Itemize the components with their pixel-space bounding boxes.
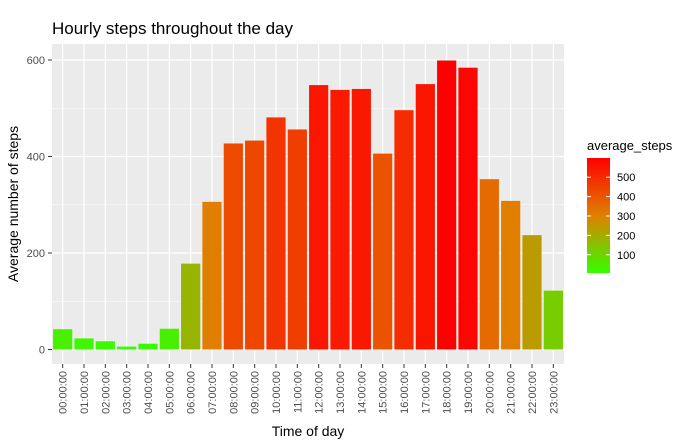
- bar: [458, 67, 478, 350]
- legend-tick-label: 200: [617, 230, 635, 242]
- x-tick-label: 21:00:00: [506, 371, 518, 414]
- x-tick-label: 06:00:00: [186, 371, 198, 414]
- legend: average_steps 100 200 300 400 500: [587, 138, 673, 273]
- x-tick-label: 04:00:00: [143, 371, 155, 414]
- bars: [53, 60, 563, 350]
- x-tick-label: 19:00:00: [463, 371, 475, 414]
- bar: [53, 329, 73, 350]
- grid-minor: [52, 107, 564, 302]
- legend-colorbar: [587, 158, 610, 273]
- bar: [394, 110, 414, 350]
- y-axis-title: Average number of steps: [5, 126, 21, 282]
- bar: [373, 153, 393, 350]
- x-tick-label: 22:00:00: [527, 371, 539, 414]
- bar: [437, 60, 457, 350]
- y-tick-label: 400: [27, 152, 45, 164]
- x-tick-label: 01:00:00: [79, 371, 91, 414]
- bar: [223, 143, 243, 350]
- x-tick-label: 17:00:00: [420, 371, 432, 414]
- y-tick-label: 600: [27, 55, 45, 67]
- bar: [309, 85, 329, 350]
- bar: [74, 338, 94, 350]
- x-tick-label: 16:00:00: [399, 371, 411, 414]
- legend-ticks: 100 200 300 400 500: [587, 172, 635, 262]
- bar: [181, 263, 201, 350]
- x-tick-label: 18:00:00: [442, 371, 454, 414]
- x-tick-label: 20:00:00: [484, 371, 496, 414]
- x-tick-label: 07:00:00: [207, 371, 219, 414]
- x-tick-label: 08:00:00: [228, 371, 240, 414]
- bar: [245, 140, 265, 350]
- bar: [117, 346, 137, 350]
- legend-tick-label: 300: [617, 211, 635, 223]
- x-tick-label: 10:00:00: [271, 371, 283, 414]
- x-tick-label: 00:00:00: [58, 371, 70, 414]
- x-tick-label: 02:00:00: [100, 371, 112, 414]
- legend-tick-label: 400: [617, 192, 635, 204]
- bar: [202, 201, 222, 350]
- x-tick-label: 14:00:00: [356, 371, 368, 414]
- x-tick-label: 05:00:00: [164, 371, 176, 414]
- x-tick-label: 12:00:00: [314, 371, 326, 414]
- bar: [415, 84, 435, 350]
- x-tick-label: 23:00:00: [548, 371, 560, 414]
- x-tick-label: 13:00:00: [335, 371, 347, 414]
- bar: [138, 343, 158, 350]
- bar: [543, 290, 563, 350]
- bar: [287, 129, 307, 350]
- bar: [159, 328, 179, 350]
- x-axis-title: Time of day: [272, 423, 345, 439]
- x-tick-label: 03:00:00: [122, 371, 134, 414]
- bar: [522, 235, 542, 350]
- bar: [479, 179, 499, 350]
- x-tick-label: 09:00:00: [250, 371, 262, 414]
- x-tick-label: 11:00:00: [292, 371, 304, 413]
- legend-tick-label: 100: [617, 250, 635, 262]
- legend-title: average_steps: [587, 138, 673, 153]
- bar: [330, 89, 350, 350]
- plot-panel: [52, 44, 564, 364]
- y-tick-label: 0: [39, 345, 45, 357]
- y-tick-label: 200: [27, 248, 45, 260]
- x-tick-label: 15:00:00: [378, 371, 390, 414]
- bar: [351, 88, 371, 350]
- chart-title: Hourly steps throughout the day: [52, 19, 293, 38]
- y-axis: 0 200 400 600: [27, 55, 52, 357]
- bar: [95, 341, 115, 350]
- legend-tick-label: 500: [617, 172, 635, 184]
- bar: [266, 117, 286, 350]
- x-axis: 00:00:00 01:00:00 02:00:00 03:00:00 04:00:00…: [58, 364, 560, 414]
- bar: [501, 200, 521, 350]
